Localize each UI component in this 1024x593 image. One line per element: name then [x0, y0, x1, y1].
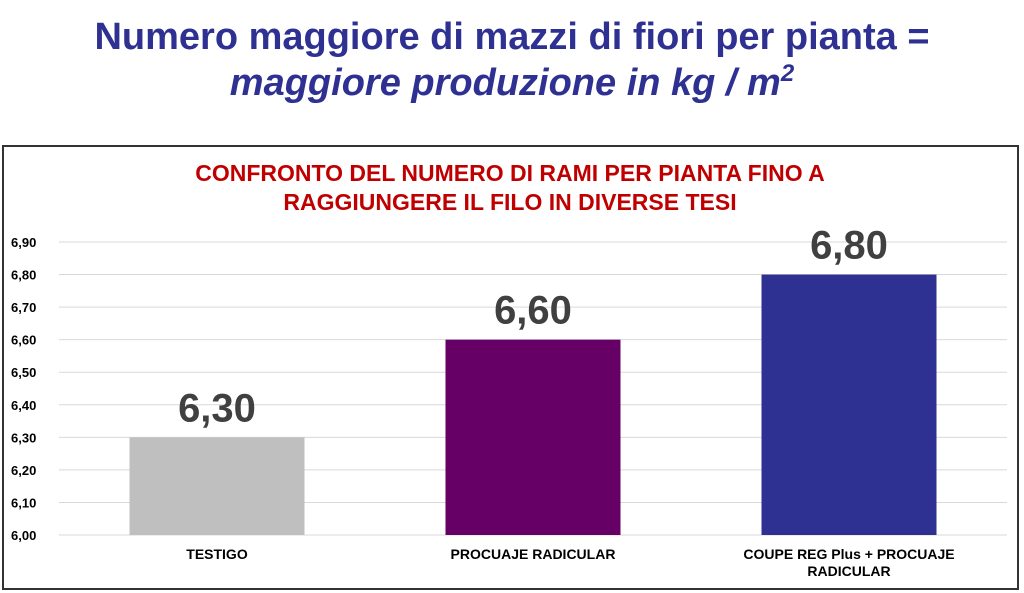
y-tick-label: 6,60 [11, 333, 36, 348]
y-tick-label: 6,40 [11, 398, 36, 413]
y-tick-label: 6,80 [11, 268, 36, 283]
y-tick-label: 6,70 [11, 300, 36, 315]
headline-superscript: 2 [780, 60, 795, 87]
y-tick-label: 6,10 [11, 495, 36, 510]
headline-line-1: Numero maggiore di mazzi di fiori per pi… [94, 16, 930, 58]
chart-title-line-2: RAGGIUNGERE IL FILO IN DIVERSE TESI [283, 189, 736, 215]
category-label: TESTIGO [186, 546, 248, 562]
bar [445, 339, 621, 535]
headline: Numero maggiore di mazzi di fiori per pi… [0, 14, 1024, 106]
y-tick-label: 6,90 [11, 235, 36, 250]
bar-chart: CONFRONTO DEL NUMERO DI RAMI PER PIANTA … [11, 160, 1007, 579]
data-label: 6,80 [810, 224, 888, 268]
chart-frame: CONFRONTO DEL NUMERO DI RAMI PER PIANTA … [2, 145, 1019, 590]
bars-layer [129, 274, 937, 535]
chart-title-line-1: CONFRONTO DEL NUMERO DI RAMI PER PIANTA … [195, 160, 825, 186]
y-tick-label: 6,20 [11, 463, 36, 478]
category-label: PROCUAJE RADICULAR [451, 546, 616, 562]
bar [129, 437, 305, 535]
headline-line-2: maggiore produzione in kg / m2 [0, 60, 1024, 106]
data-label: 6,60 [494, 289, 572, 333]
data-label: 6,30 [178, 386, 256, 430]
headline-line-2-text: maggiore produzione in kg / m [229, 62, 781, 104]
y-tick-label: 6,50 [11, 365, 36, 380]
y-tick-label: 6,00 [11, 528, 36, 543]
category-label: COUPE REG Plus + PROCUAJE [743, 546, 954, 562]
bar [761, 274, 937, 535]
category-label: RADICULAR [807, 563, 890, 579]
y-tick-label: 6,30 [11, 430, 36, 445]
text-layer: CONFRONTO DEL NUMERO DI RAMI PER PIANTA … [11, 160, 955, 579]
